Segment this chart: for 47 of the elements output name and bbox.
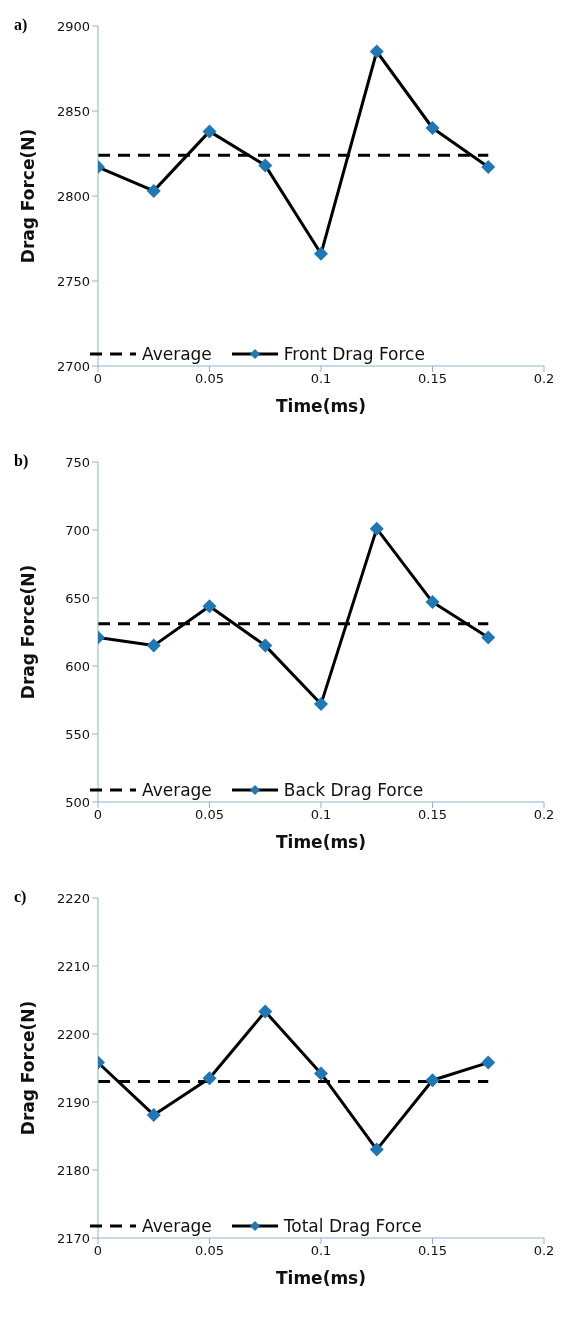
y-tick-label: 2900 bbox=[56, 18, 90, 34]
y-tick-label: 2190 bbox=[56, 1094, 90, 1110]
legend-label: Average bbox=[142, 1216, 212, 1236]
y-axis-title: Drag Force(N) bbox=[18, 128, 39, 264]
legend-label: Front Drag Force bbox=[283, 344, 425, 364]
legend-label: Back Drag Force bbox=[283, 780, 424, 800]
chart-title: b) bbox=[14, 452, 29, 470]
x-tick-label: 0.15 bbox=[418, 371, 447, 387]
x-axis-title: Time(ms) bbox=[275, 396, 367, 416]
y-tick-label: 2220 bbox=[56, 890, 90, 906]
y-tick-label: 2700 bbox=[56, 358, 90, 374]
x-tick-label: 0 bbox=[93, 1243, 103, 1259]
y-tick-label: 750 bbox=[65, 454, 90, 470]
y-tick-label: 550 bbox=[65, 726, 90, 742]
legend-label: Total Drag Force bbox=[283, 1216, 422, 1236]
x-tick-label: 0.15 bbox=[418, 1243, 447, 1259]
x-tick-label: 0.2 bbox=[533, 807, 555, 823]
x-tick-label: 0.05 bbox=[195, 371, 224, 387]
y-tick-label: 700 bbox=[65, 522, 90, 538]
y-tick-label: 2200 bbox=[56, 1026, 90, 1042]
chart-title: a) bbox=[14, 16, 28, 34]
x-tick-label: 0.15 bbox=[418, 807, 447, 823]
x-tick-label: 0.1 bbox=[310, 807, 332, 823]
legend-label: Average bbox=[142, 780, 212, 800]
x-axis-title: Time(ms) bbox=[275, 1268, 367, 1288]
x-tick-label: 0.1 bbox=[310, 1243, 332, 1259]
y-axis-title: Drag Force(N) bbox=[18, 1000, 39, 1136]
y-tick-label: 2170 bbox=[56, 1230, 90, 1246]
y-tick-label: 2750 bbox=[56, 273, 90, 289]
x-axis-title: Time(ms) bbox=[275, 832, 367, 852]
y-tick-label: 650 bbox=[65, 590, 90, 606]
y-tick-label: 2850 bbox=[56, 103, 90, 119]
y-tick-label: 2800 bbox=[56, 188, 90, 204]
x-tick-label: 0 bbox=[93, 371, 103, 387]
x-tick-label: 0.05 bbox=[195, 1243, 224, 1259]
chart-title: c) bbox=[14, 888, 27, 906]
x-tick-label: 0.2 bbox=[533, 1243, 555, 1259]
legend-label: Average bbox=[142, 344, 212, 364]
y-tick-label: 2180 bbox=[56, 1162, 90, 1178]
x-tick-label: 0.1 bbox=[310, 371, 332, 387]
y-tick-label: 2210 bbox=[56, 958, 90, 974]
y-tick-label: 600 bbox=[65, 658, 90, 674]
y-tick-label: 500 bbox=[65, 794, 90, 810]
x-tick-label: 0 bbox=[93, 807, 103, 823]
y-axis-title: Drag Force(N) bbox=[18, 564, 39, 700]
x-tick-label: 0.05 bbox=[195, 807, 224, 823]
x-tick-label: 0.2 bbox=[533, 371, 555, 387]
